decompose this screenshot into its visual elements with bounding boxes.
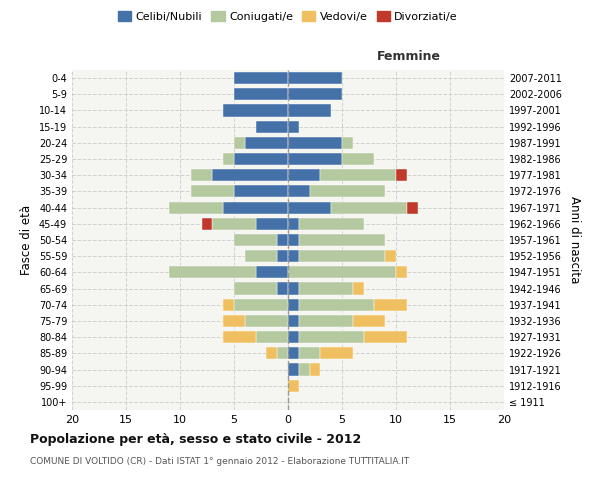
Bar	[353, 282, 364, 294]
Bar	[234, 186, 288, 198]
Bar	[234, 72, 288, 84]
Bar	[342, 137, 353, 149]
Bar	[288, 348, 299, 360]
Bar	[223, 202, 288, 213]
Bar	[277, 348, 288, 360]
Bar	[223, 331, 256, 343]
Bar	[277, 250, 288, 262]
Bar	[396, 266, 407, 278]
Bar	[288, 202, 331, 213]
Bar	[169, 266, 256, 278]
Bar	[288, 364, 299, 376]
Bar	[299, 298, 374, 311]
Bar	[256, 331, 288, 343]
Bar	[299, 218, 364, 230]
Bar	[288, 137, 342, 149]
Bar	[288, 298, 299, 311]
Bar	[299, 282, 353, 294]
Bar	[277, 234, 288, 246]
Bar	[266, 348, 277, 360]
Bar	[245, 250, 277, 262]
Bar	[234, 153, 288, 165]
Bar	[288, 380, 299, 392]
Bar	[299, 364, 310, 376]
Bar	[342, 153, 374, 165]
Bar	[288, 72, 342, 84]
Bar	[256, 120, 288, 132]
Bar	[202, 218, 212, 230]
Bar	[288, 331, 299, 343]
Bar	[234, 282, 277, 294]
Bar	[212, 169, 288, 181]
Bar	[288, 266, 396, 278]
Bar	[288, 315, 299, 327]
Bar	[374, 298, 407, 311]
Bar	[191, 186, 234, 198]
Bar	[212, 218, 256, 230]
Bar	[234, 137, 245, 149]
Bar	[288, 282, 299, 294]
Bar	[299, 250, 385, 262]
Bar	[407, 202, 418, 213]
Bar	[288, 120, 299, 132]
Legend: Celibi/Nubili, Coniugati/e, Vedovi/e, Divorziati/e: Celibi/Nubili, Coniugati/e, Vedovi/e, Di…	[115, 8, 461, 25]
Bar	[331, 202, 407, 213]
Bar	[288, 234, 299, 246]
Bar	[256, 218, 288, 230]
Y-axis label: Anni di nascita: Anni di nascita	[568, 196, 581, 284]
Bar	[310, 364, 320, 376]
Text: Femmine: Femmine	[377, 50, 441, 63]
Bar	[320, 169, 396, 181]
Bar	[288, 104, 331, 117]
Bar	[245, 315, 288, 327]
Bar	[310, 186, 385, 198]
Bar	[299, 348, 320, 360]
Bar	[320, 348, 353, 360]
Bar	[396, 169, 407, 181]
Bar	[353, 315, 385, 327]
Bar	[169, 202, 223, 213]
Bar	[299, 234, 385, 246]
Y-axis label: Fasce di età: Fasce di età	[20, 205, 33, 275]
Bar	[299, 315, 353, 327]
Bar	[299, 331, 364, 343]
Bar	[234, 234, 277, 246]
Bar	[234, 88, 288, 101]
Bar	[223, 315, 245, 327]
Bar	[277, 282, 288, 294]
Bar	[223, 153, 234, 165]
Bar	[288, 88, 342, 101]
Text: Popolazione per età, sesso e stato civile - 2012: Popolazione per età, sesso e stato civil…	[30, 432, 361, 446]
Bar	[288, 218, 299, 230]
Bar	[256, 266, 288, 278]
Bar	[288, 250, 299, 262]
Bar	[234, 298, 288, 311]
Bar	[385, 250, 396, 262]
Bar	[364, 331, 407, 343]
Bar	[223, 298, 234, 311]
Bar	[288, 153, 342, 165]
Bar	[191, 169, 212, 181]
Bar	[288, 186, 310, 198]
Bar	[288, 169, 320, 181]
Bar	[245, 137, 288, 149]
Bar	[223, 104, 288, 117]
Text: COMUNE DI VOLTIDO (CR) - Dati ISTAT 1° gennaio 2012 - Elaborazione TUTTITALIA.IT: COMUNE DI VOLTIDO (CR) - Dati ISTAT 1° g…	[30, 458, 409, 466]
